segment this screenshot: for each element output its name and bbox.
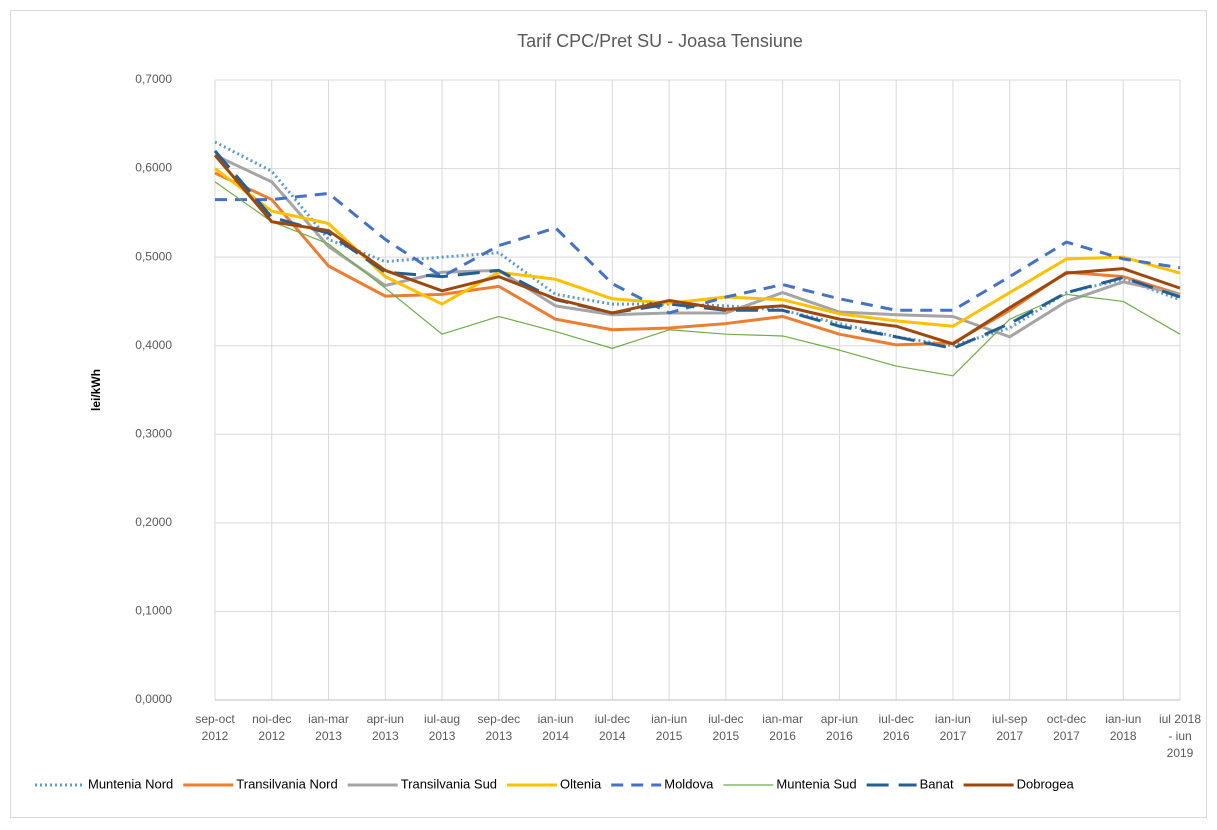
y-tick-label: 0,0000: [135, 692, 172, 706]
x-tick-label: ian-iun: [935, 712, 971, 726]
x-tick-label: 2012: [202, 729, 229, 743]
x-tick-label: 2017: [940, 729, 967, 743]
x-tick-label: 2013: [372, 729, 399, 743]
series-line: [214, 181, 1181, 377]
x-tick-label: apr-iun: [821, 712, 858, 726]
y-tick-label: 0,3000: [135, 426, 172, 440]
x-tick-label: 2012: [258, 729, 285, 743]
x-tick-label: 2013: [315, 729, 342, 743]
x-tick-label: 2013: [429, 729, 456, 743]
x-tick-label: sep-oct: [195, 712, 235, 726]
x-tick-label: apr-iun: [367, 712, 404, 726]
x-tick-label: 2017: [996, 729, 1023, 743]
x-tick-label: 2015: [713, 729, 740, 743]
y-tick-label: 0,4000: [135, 338, 172, 352]
legend-label: Banat: [920, 776, 954, 791]
y-tick-label: 0,6000: [135, 161, 172, 175]
y-tick-label: 0,7000: [135, 72, 172, 86]
legend-label: Muntenia Sud: [776, 776, 856, 791]
x-tick-label: oct-dec: [1047, 712, 1086, 726]
legend-label: Transilvania Sud: [401, 776, 497, 791]
series-line: [214, 171, 1181, 347]
x-tick-label: ian-iun: [651, 712, 687, 726]
chart-title: Tarif CPC/Pret SU - Joasa Tensiune: [517, 31, 803, 51]
x-tick-label: - iun: [1168, 729, 1191, 743]
grid: 0,0000 0,1000 0,2000 0,3000 0,4000 0,5000 0,60…: [135, 72, 1201, 760]
legend-label: Dobrogea: [1017, 776, 1075, 791]
x-tick-label: 2013: [485, 729, 512, 743]
x-tick-label: iul-sep: [992, 712, 1028, 726]
x-tick-label: 2016: [769, 729, 796, 743]
chart-border: [10, 10, 1207, 818]
x-tick-label: 2019: [1167, 746, 1194, 760]
x-tick-label: ian-iun: [538, 712, 574, 726]
legend: Muntenia Nord Transilvania Nord Transilvan…: [35, 776, 1074, 791]
x-tick-label: 2016: [826, 729, 853, 743]
x-tick-label: iul-aug: [424, 712, 460, 726]
x-tick-label: 2014: [599, 729, 626, 743]
legend-label: Oltenia: [560, 776, 602, 791]
legend-label: Transilvania Nord: [236, 776, 337, 791]
y-tick-label: 0,1000: [135, 604, 172, 618]
x-tick-label: 2016: [883, 729, 910, 743]
x-tick-label: ian-mar: [308, 712, 349, 726]
x-tick-label: 2014: [542, 729, 569, 743]
legend-label: Moldova: [664, 776, 714, 791]
legend-label: Muntenia Nord: [88, 776, 173, 791]
x-tick-label: sep-dec: [477, 712, 520, 726]
y-tick-label: 0,5000: [135, 249, 172, 263]
series-line: [213, 154, 1181, 346]
x-tick-label: ian-mar: [762, 712, 803, 726]
x-tick-label: 2015: [656, 729, 683, 743]
x-tick-label: 2018: [1110, 729, 1137, 743]
x-tick-label: iul 2018: [1159, 712, 1201, 726]
x-tick-label: 2017: [1053, 729, 1080, 743]
x-tick-label: iul-dec: [878, 712, 913, 726]
x-tick-label: iul-dec: [595, 712, 630, 726]
series-line: [214, 167, 1181, 328]
y-tick-label: 0,2000: [135, 515, 172, 529]
lines: [213, 140, 1181, 377]
x-tick-label: iul-dec: [708, 712, 743, 726]
x-tick-label: noi-dec: [252, 712, 291, 726]
series-line: [214, 153, 1181, 339]
x-tick-label: ian-iun: [1105, 712, 1141, 726]
series-line: [213, 149, 1181, 350]
y-axis-label: lei/kWh: [89, 369, 103, 411]
